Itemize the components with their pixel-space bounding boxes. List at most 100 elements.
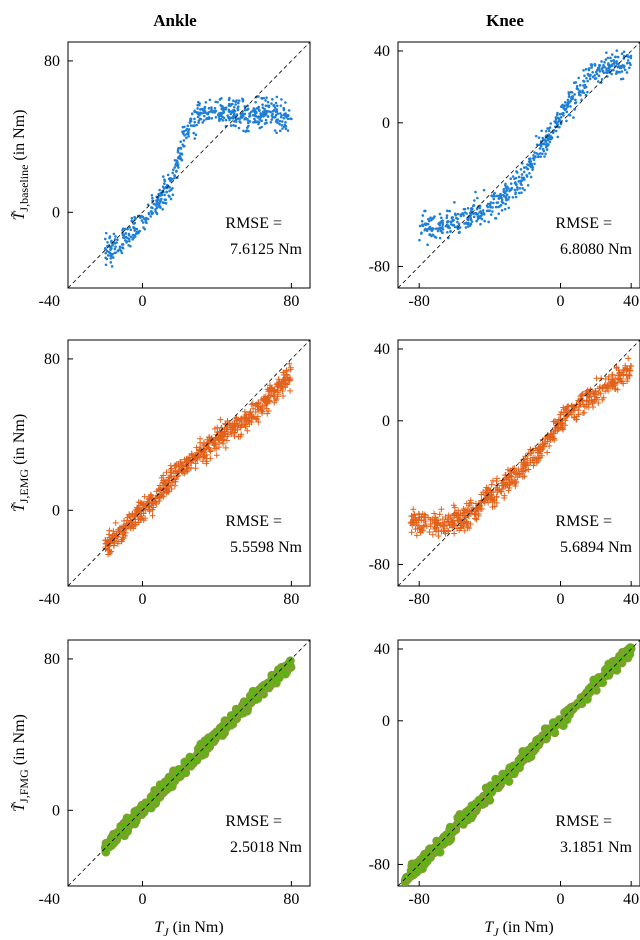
point bbox=[257, 105, 260, 109]
point bbox=[466, 206, 470, 210]
point bbox=[121, 246, 125, 250]
point bbox=[587, 67, 591, 70]
point bbox=[120, 534, 127, 541]
point bbox=[502, 482, 509, 489]
point bbox=[609, 56, 612, 60]
point bbox=[169, 179, 172, 183]
point bbox=[557, 411, 564, 418]
point bbox=[234, 417, 241, 424]
point bbox=[420, 523, 427, 530]
point bbox=[452, 218, 455, 222]
point bbox=[195, 123, 199, 127]
point bbox=[261, 103, 264, 106]
point bbox=[227, 116, 231, 120]
point bbox=[247, 129, 250, 133]
point bbox=[483, 484, 490, 491]
point bbox=[496, 201, 500, 204]
point bbox=[526, 183, 530, 187]
point bbox=[498, 205, 502, 208]
point bbox=[528, 159, 532, 163]
point bbox=[259, 410, 266, 417]
point bbox=[144, 216, 148, 220]
point bbox=[279, 388, 286, 395]
point bbox=[168, 469, 175, 476]
point bbox=[601, 671, 611, 681]
point bbox=[438, 506, 445, 513]
point bbox=[135, 227, 139, 231]
point bbox=[273, 106, 277, 109]
point bbox=[535, 455, 542, 462]
point bbox=[243, 417, 250, 424]
point bbox=[193, 137, 197, 140]
point bbox=[179, 460, 186, 467]
point bbox=[625, 61, 629, 65]
point bbox=[494, 216, 497, 220]
point bbox=[612, 59, 615, 62]
point bbox=[566, 101, 570, 104]
point bbox=[280, 384, 287, 391]
point bbox=[575, 84, 579, 88]
point bbox=[499, 192, 502, 196]
point bbox=[420, 219, 424, 223]
point bbox=[105, 551, 112, 558]
point bbox=[176, 469, 183, 476]
scatter-panel-ankle-0: 0 80 0 80 -40 RMSE = 7.6125 Nm bbox=[39, 41, 311, 310]
scatter-panel-knee-0: -80 0 40 -80 0 40 RMSE = 6.8080 Nm bbox=[369, 41, 640, 310]
point bbox=[226, 420, 233, 427]
point bbox=[210, 117, 214, 120]
point bbox=[219, 117, 223, 121]
point bbox=[493, 191, 496, 195]
point bbox=[112, 232, 116, 236]
point bbox=[624, 375, 631, 382]
point bbox=[235, 705, 245, 715]
point bbox=[247, 408, 254, 415]
point bbox=[606, 56, 610, 60]
point bbox=[616, 55, 620, 59]
point bbox=[106, 547, 113, 554]
x-tick-label: 80 bbox=[283, 891, 299, 908]
point bbox=[255, 399, 262, 406]
point bbox=[284, 120, 287, 124]
point bbox=[422, 518, 429, 525]
identity-line bbox=[398, 640, 640, 886]
point bbox=[280, 120, 284, 123]
point bbox=[237, 99, 241, 102]
point bbox=[163, 193, 166, 197]
point bbox=[113, 247, 117, 251]
point bbox=[220, 440, 227, 447]
point bbox=[414, 525, 421, 532]
point bbox=[591, 390, 598, 397]
point bbox=[188, 464, 195, 471]
point bbox=[408, 529, 415, 536]
point bbox=[433, 215, 436, 218]
point bbox=[596, 385, 603, 392]
point bbox=[114, 251, 117, 255]
y-tick-label: 80 bbox=[44, 651, 60, 668]
point bbox=[407, 520, 414, 527]
point bbox=[149, 215, 153, 218]
point bbox=[537, 444, 544, 451]
identity-line bbox=[68, 340, 310, 586]
point bbox=[202, 111, 206, 115]
point bbox=[228, 118, 231, 122]
point bbox=[584, 67, 588, 71]
point bbox=[193, 109, 196, 113]
point bbox=[582, 84, 585, 87]
y-tick-label: 0 bbox=[382, 713, 390, 730]
point bbox=[169, 197, 173, 201]
point bbox=[531, 166, 535, 169]
x-tick-label: 0 bbox=[557, 891, 565, 908]
point bbox=[280, 114, 283, 117]
point bbox=[526, 167, 530, 171]
point bbox=[473, 516, 480, 523]
point bbox=[479, 210, 482, 213]
point bbox=[529, 175, 533, 179]
point bbox=[511, 195, 515, 199]
point bbox=[176, 150, 180, 154]
point bbox=[441, 223, 444, 227]
point bbox=[264, 410, 271, 417]
point bbox=[246, 118, 249, 121]
point bbox=[605, 51, 608, 54]
point bbox=[143, 227, 147, 231]
